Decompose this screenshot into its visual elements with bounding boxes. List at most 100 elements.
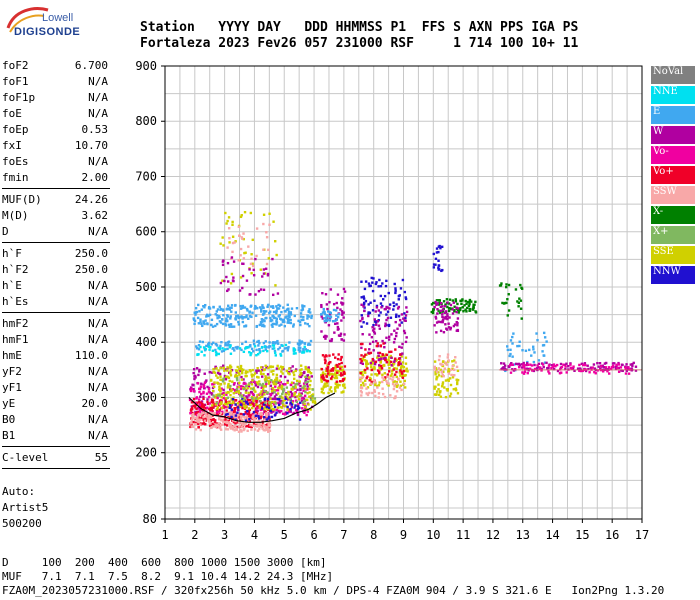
echo-point <box>230 398 233 401</box>
echo-point <box>359 361 363 365</box>
echo-point <box>284 393 288 396</box>
echo-point <box>335 363 338 367</box>
echo-point <box>328 301 331 304</box>
echo-point <box>287 312 291 316</box>
echo-point <box>277 409 280 413</box>
echo-point <box>240 236 243 239</box>
echo-point <box>439 390 442 393</box>
echo-point <box>223 279 226 283</box>
echo-point <box>393 384 396 388</box>
param-value: N/A <box>88 91 108 104</box>
echo-point <box>210 408 214 411</box>
echo-point <box>214 342 218 346</box>
echo-point <box>297 348 300 352</box>
echo-point <box>279 381 283 384</box>
echo-point <box>444 317 447 320</box>
echo-point <box>360 394 363 397</box>
echo-point <box>511 368 514 371</box>
echo-point <box>384 376 387 379</box>
echo-point <box>229 369 233 372</box>
echo-point <box>225 403 228 406</box>
echo-point <box>332 302 336 306</box>
echo-point <box>382 392 385 396</box>
echo-point <box>280 323 283 326</box>
echo-point <box>260 390 263 393</box>
echo-point <box>341 302 345 305</box>
echo-point <box>324 385 327 388</box>
echo-point <box>336 328 340 331</box>
echo-point <box>262 288 266 292</box>
echo-point <box>239 304 242 308</box>
echo-point <box>254 390 257 393</box>
echo-point <box>220 387 223 390</box>
echo-point <box>259 425 262 428</box>
echo-point <box>229 282 233 285</box>
echo-point <box>296 405 300 408</box>
echo-point <box>271 325 274 328</box>
echo-point <box>443 367 447 370</box>
echo-point <box>332 353 335 356</box>
echo-point <box>621 363 624 367</box>
echo-point <box>448 298 452 301</box>
echo-point <box>310 314 313 318</box>
echo-point <box>249 353 252 357</box>
echo-point <box>522 372 526 375</box>
echo-point <box>362 305 365 308</box>
echo-point <box>258 323 261 327</box>
echo-point <box>400 355 403 358</box>
echo-point <box>247 391 250 395</box>
echo-point <box>239 215 243 219</box>
echo-point <box>374 360 378 363</box>
echo-point <box>437 371 440 374</box>
echo-point <box>379 360 382 364</box>
echo-point <box>539 366 542 369</box>
echo-point <box>267 257 270 260</box>
echo-point <box>519 307 523 310</box>
echo-point <box>446 388 449 391</box>
echo-point <box>279 375 283 378</box>
echo-point <box>464 299 467 303</box>
scaled-parameters-panel: foF2 6.700 foF1 N/A foF1p N/A foE N/A foEp 0.53 fx… <box>2 58 110 472</box>
echo-point <box>305 349 309 353</box>
param-separator <box>2 242 110 243</box>
echo-point <box>531 369 534 372</box>
echo-point <box>230 403 234 407</box>
echo-point <box>537 362 541 365</box>
param-value: 0.53 <box>81 123 109 136</box>
echo-point <box>282 367 285 371</box>
echo-point <box>596 361 599 365</box>
echo-point <box>232 260 236 263</box>
echo-point <box>242 232 245 235</box>
echo-point <box>271 397 274 401</box>
echo-point <box>267 248 270 252</box>
param-row: foF2 6.700 <box>2 58 110 74</box>
echo-point <box>453 305 456 308</box>
echo-point <box>599 364 603 368</box>
echo-point <box>293 377 296 381</box>
echo-point <box>320 303 323 307</box>
echo-point <box>189 422 192 425</box>
echo-point <box>405 310 409 314</box>
echo-point <box>227 376 231 380</box>
echo-point <box>272 369 275 373</box>
echo-point <box>441 308 445 311</box>
echo-point <box>249 381 253 385</box>
echo-point <box>273 395 277 398</box>
echo-point <box>293 406 296 409</box>
echo-point <box>445 363 449 366</box>
echo-point <box>272 220 275 223</box>
echo-point <box>336 315 340 319</box>
echo-point <box>468 302 471 306</box>
echo-point <box>328 319 332 322</box>
echo-point <box>259 366 263 369</box>
echo-point <box>375 344 378 348</box>
echo-point <box>328 373 331 377</box>
echo-point <box>271 322 275 326</box>
echo-point <box>274 382 278 386</box>
echo-point <box>272 310 276 314</box>
echo-point <box>392 368 395 371</box>
echo-point <box>617 366 621 370</box>
echo-point <box>209 408 212 412</box>
echo-point <box>261 407 264 410</box>
echo-point <box>323 319 326 323</box>
